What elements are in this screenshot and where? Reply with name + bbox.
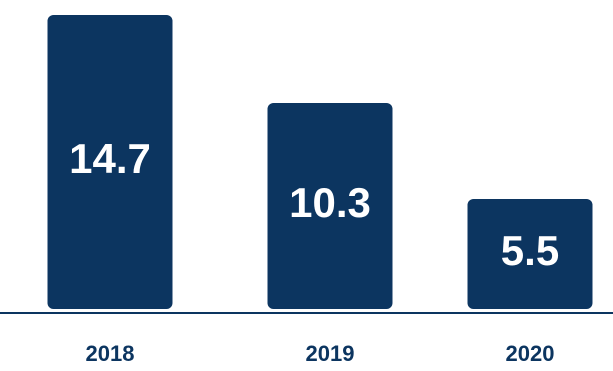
bar-value-label-2019: 10.3	[289, 179, 371, 226]
x-tick-label-2018: 2018	[86, 341, 135, 366]
bar-2019	[267, 103, 393, 309]
bar-value-label-2020: 5.5	[501, 227, 559, 274]
bars-group: 14.7 10.3 5.5	[47, 15, 593, 309]
x-tick-label-2019: 2019	[306, 341, 355, 366]
bar-2018	[47, 15, 173, 309]
bar-value-label-2018: 14.7	[69, 135, 151, 182]
bar-2020	[467, 199, 593, 309]
x-tick-labels: 2018 2019 2020	[86, 341, 555, 366]
x-tick-label-2020: 2020	[506, 341, 555, 366]
